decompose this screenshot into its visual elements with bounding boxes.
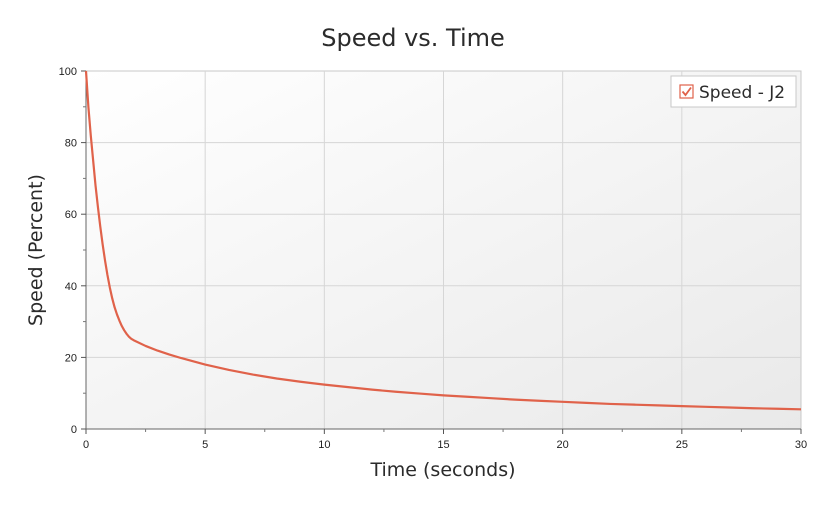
x-axis-label: Time (seconds): [369, 459, 515, 481]
y-tick-label: 60: [65, 209, 77, 221]
legend: Speed - J2: [670, 75, 797, 108]
x-tick-label: 5: [202, 439, 208, 451]
y-axis-ticks: 0 20 40 60 80 100: [59, 66, 86, 436]
y-tick-label: 80: [65, 138, 77, 150]
y-tick-label: 0: [71, 424, 77, 436]
x-tick-label: 0: [83, 439, 89, 451]
x-tick-label: 30: [795, 439, 807, 451]
check-icon: [681, 86, 692, 97]
x-tick-label: 15: [437, 439, 449, 451]
x-tick-label: 20: [557, 439, 569, 451]
y-tick-label: 40: [65, 281, 77, 293]
x-tick-label: 25: [676, 439, 688, 451]
chart-title: Speed vs. Time: [321, 24, 505, 52]
legend-label: Speed - J2: [699, 83, 785, 103]
legend-checkbox[interactable]: [679, 84, 694, 99]
grid-lines: [86, 71, 801, 429]
series-line-speed-j2: [84, 70, 802, 411]
x-tick-label: 10: [318, 439, 330, 451]
y-tick-label: 100: [59, 66, 77, 78]
y-axis-label: Speed (Percent): [25, 174, 47, 326]
x-axis-ticks: 0 5 10 15 20 25 30: [83, 429, 807, 451]
y-tick-label: 20: [65, 352, 77, 364]
